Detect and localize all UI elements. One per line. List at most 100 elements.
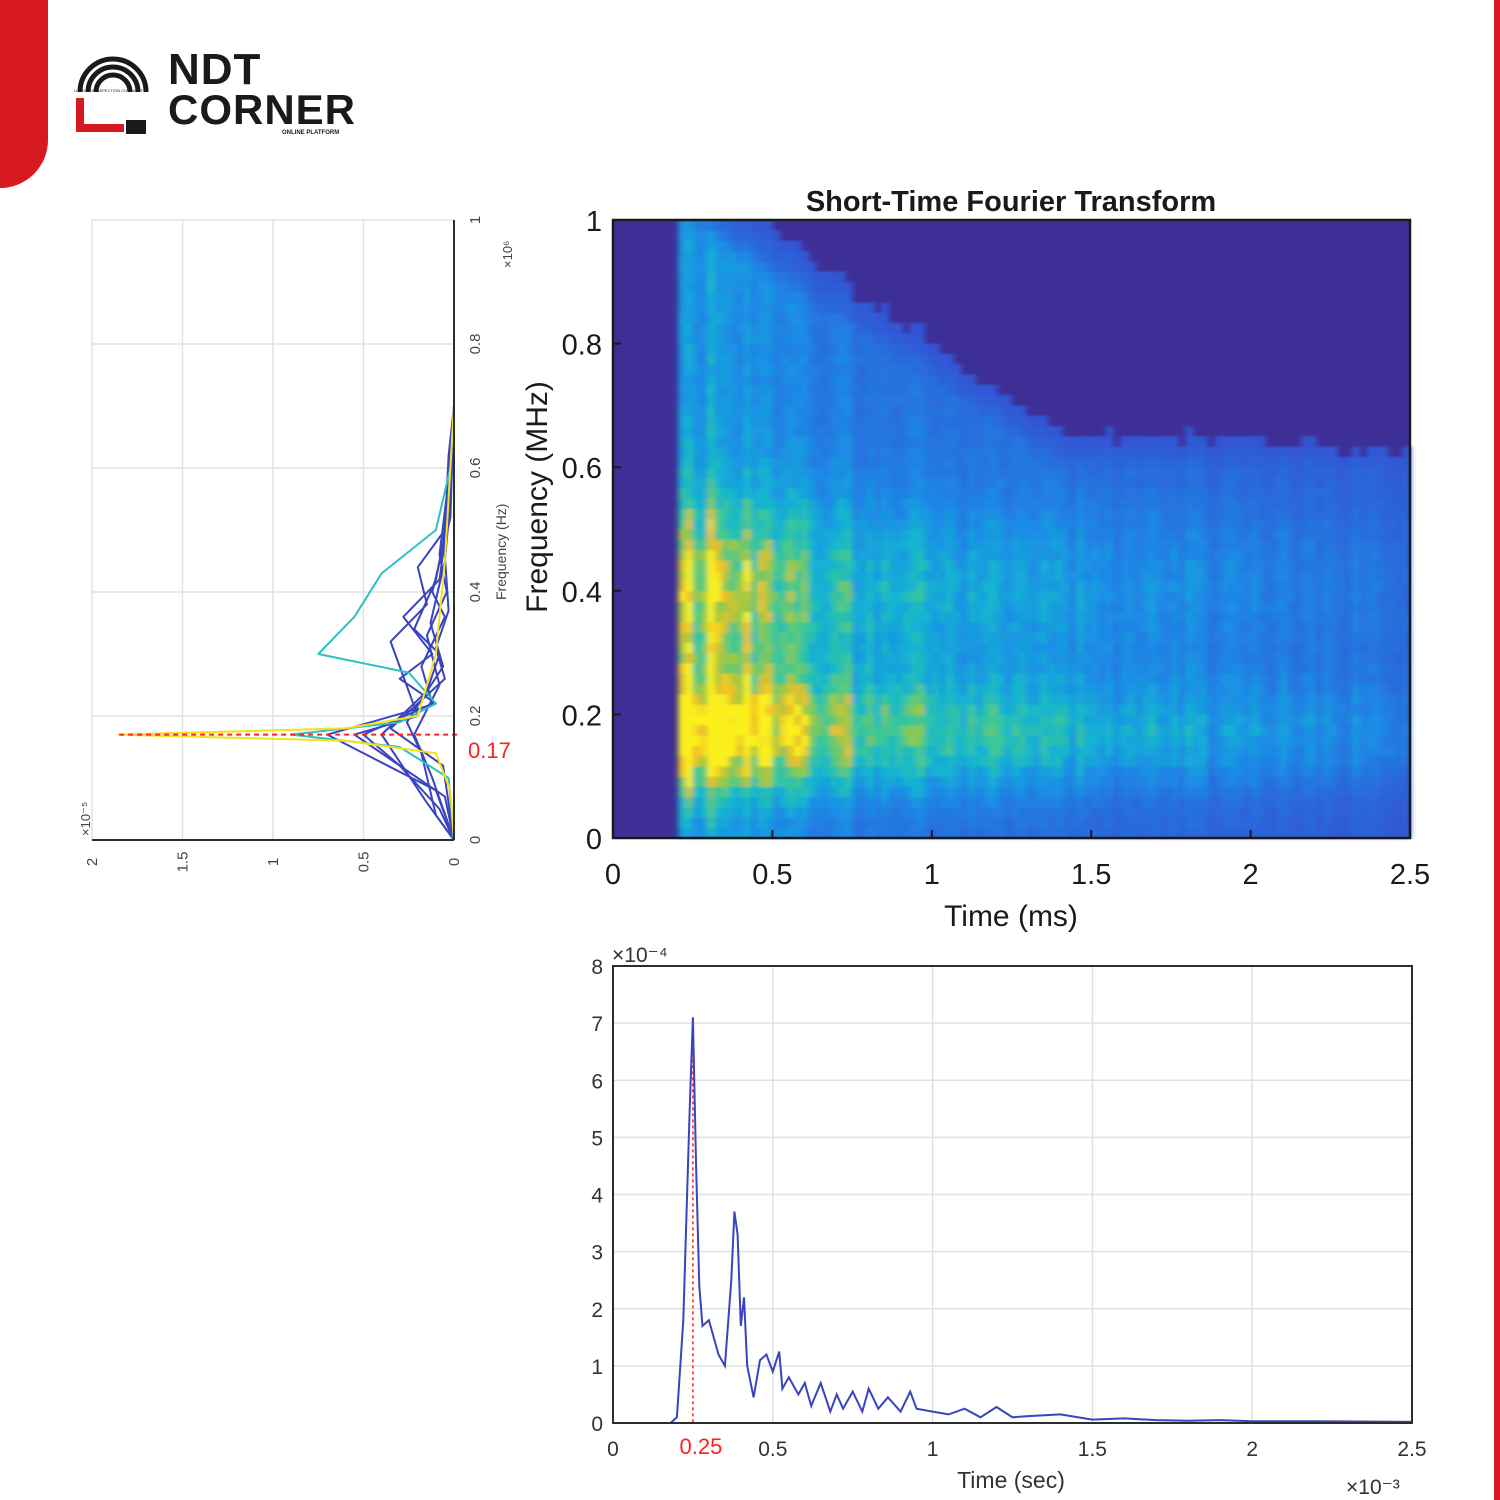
stft-cell — [1236, 477, 1244, 489]
stft-cell — [1141, 745, 1150, 757]
stft-cell — [699, 796, 708, 808]
stft-cell — [866, 704, 875, 715]
stft-cell — [1192, 642, 1201, 654]
stft-cell — [953, 642, 962, 654]
stft-cell — [801, 395, 810, 406]
stft-cell — [1228, 642, 1237, 654]
stft-cell — [1040, 673, 1049, 685]
stft-cell — [1257, 704, 1266, 715]
stft-cell — [1040, 642, 1049, 654]
stft-cell — [794, 498, 802, 509]
stft-cell — [1047, 662, 1056, 674]
stft-cell — [888, 487, 897, 499]
stft-cell — [960, 477, 969, 489]
ndt-corner-logo[interactable]: LIMITLESS INSPECTION COMMUNITY NDT CORNE… — [70, 48, 360, 143]
stft-cell — [895, 590, 904, 602]
stft-cell — [736, 745, 745, 757]
stft-cell — [1120, 611, 1129, 623]
stft-cell — [1301, 601, 1310, 612]
stft-cell — [902, 374, 911, 386]
stft-cell — [924, 776, 933, 788]
stft-cell — [997, 652, 1005, 664]
stft-cell — [750, 570, 759, 582]
stft-cell — [852, 755, 860, 767]
stft-cell — [1323, 467, 1331, 479]
stft-cell — [997, 529, 1005, 540]
stft-cell — [1308, 673, 1317, 685]
stft-cell — [1040, 817, 1049, 829]
stft-cell — [1105, 827, 1114, 839]
stft-cell — [1054, 735, 1063, 746]
stft-cell — [794, 323, 802, 334]
stft-cell — [888, 467, 897, 479]
stft-cell — [1076, 518, 1085, 530]
stft-cell — [852, 590, 860, 602]
stft-cell — [1127, 539, 1136, 551]
stft-cell — [1257, 632, 1266, 643]
stft-cell — [1069, 611, 1078, 623]
stft-cell — [721, 467, 730, 479]
stft-cell — [1069, 714, 1078, 726]
stft-cell — [931, 446, 940, 458]
stft-cell — [1091, 683, 1100, 695]
stft-cell — [685, 353, 694, 365]
stft-cell — [808, 611, 817, 623]
stft-cell — [917, 632, 926, 643]
stft-cell — [931, 353, 940, 365]
stft-cell — [721, 498, 730, 509]
stft-cell — [1352, 704, 1360, 715]
stft-cell — [1257, 673, 1266, 685]
stft-cell — [1083, 755, 1092, 767]
stft-cell — [873, 745, 882, 757]
stft-cell — [1402, 580, 1411, 592]
stft-cell — [801, 796, 810, 808]
stft-cell — [888, 323, 897, 334]
stft-cell — [1236, 755, 1244, 767]
stft-cell — [1199, 827, 1208, 839]
stft-cell — [685, 312, 694, 324]
stft-cell — [772, 714, 781, 726]
stft-cell — [815, 570, 824, 582]
stft-cell — [997, 714, 1005, 726]
stft-cell — [678, 786, 687, 798]
stft-cell — [859, 405, 868, 417]
stft-cell — [1062, 704, 1071, 715]
stft-cell — [765, 467, 773, 479]
stft-cell — [1105, 529, 1114, 540]
stft-cell — [721, 611, 730, 623]
stft-cell — [1373, 796, 1382, 808]
stft-cell — [953, 570, 962, 582]
stft-cell — [1018, 446, 1027, 458]
stft-cell — [902, 673, 911, 685]
stft-cell — [1373, 498, 1382, 509]
stft-cell — [1062, 539, 1071, 551]
stft-cell — [1163, 652, 1172, 664]
stft-cell — [1228, 559, 1237, 571]
stft-cell — [692, 436, 701, 448]
stft-cell — [1315, 693, 1324, 705]
stft-cell — [1163, 632, 1172, 643]
stft-cell — [1076, 786, 1085, 798]
stft-cell — [881, 312, 889, 324]
stft-cell — [750, 302, 759, 314]
stft-cell — [1127, 714, 1136, 726]
stft-cell — [895, 621, 904, 633]
stft-cell — [859, 343, 868, 355]
stft-cell — [692, 827, 701, 839]
stft-cell — [1366, 621, 1375, 633]
stft-cell — [1352, 611, 1360, 623]
stft-cell — [1156, 786, 1165, 798]
stft-cell — [685, 415, 694, 427]
stft-cell — [960, 786, 969, 798]
stft-cell — [678, 570, 687, 582]
stft-cell — [902, 498, 911, 509]
stft-cell — [953, 446, 962, 458]
stft-cell — [1272, 807, 1281, 818]
stft-cell — [765, 518, 773, 530]
stft-cell — [1033, 549, 1042, 561]
stft-cell — [873, 333, 882, 345]
stft-cell — [1185, 786, 1194, 798]
stft-cell — [1083, 487, 1092, 499]
stft-cell — [997, 436, 1005, 448]
stft-cell — [685, 343, 694, 355]
